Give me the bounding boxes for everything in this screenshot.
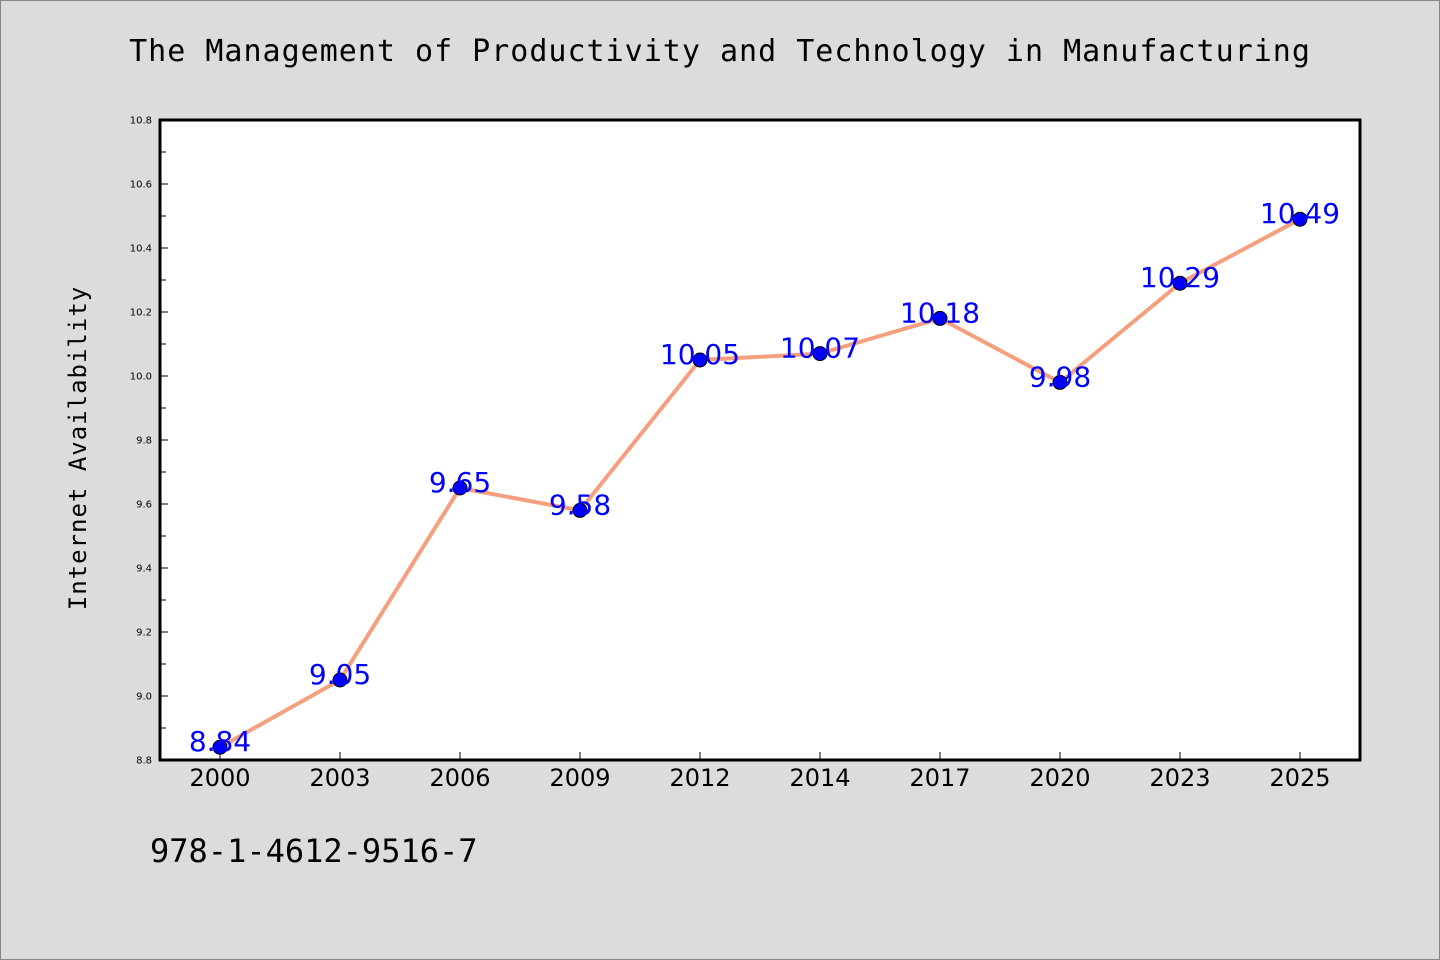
data-point: [332, 672, 348, 688]
x-tick-label: 2023: [1149, 764, 1210, 792]
y-tick-label: 9.8: [136, 436, 152, 447]
x-tick-label: 2014: [789, 764, 850, 792]
data-label: 10.07: [780, 332, 860, 365]
data-label: 8.84: [189, 725, 251, 758]
data-point: [932, 310, 948, 326]
y-tick-label: 9.4: [136, 564, 152, 575]
data-point: [572, 502, 588, 518]
x-tick-label: 2006: [429, 764, 490, 792]
data-label: 9.65: [429, 466, 491, 499]
x-tick-label: 2017: [909, 764, 970, 792]
data-label: 10.29: [1140, 261, 1220, 294]
y-tick-label: 9.2: [136, 628, 152, 639]
y-tick-label: 9.6: [136, 500, 152, 511]
y-tick-label: 8.8: [136, 756, 152, 767]
x-tick-label: 2012: [669, 764, 730, 792]
isbn-text: 978-1-4612-9516-7: [150, 832, 478, 870]
x-tick-label: 2025: [1269, 764, 1330, 792]
data-point: [692, 352, 708, 368]
y-tick-label: 9.0: [136, 692, 152, 703]
data-point: [452, 480, 468, 496]
data-label: 10.49: [1260, 197, 1340, 230]
data-labels: 8.84 9.05 9.65 9.58 10.05 10.07 10.18 9.98 10.29…: [189, 197, 1340, 758]
y-tick-label: 10.4: [130, 244, 152, 255]
x-axis: 2000 2003 2006 2009 2012 2014 2017 2020 2023 2025: [189, 752, 1331, 792]
x-tick-label: 2003: [309, 764, 370, 792]
plot-area: [158, 118, 1362, 762]
x-tick-label: 2000: [189, 764, 250, 792]
y-tick-label: 10.8: [130, 116, 152, 127]
data-label: 9.98: [1029, 360, 1091, 393]
series-line: [219, 217, 1301, 749]
y-tick-label: 10.0: [130, 372, 152, 383]
data-point: [1052, 374, 1068, 390]
y-tick-label: 10.2: [130, 308, 152, 319]
y-axis-label: Internet Availability: [64, 286, 92, 610]
x-tick-label: 2009: [549, 764, 610, 792]
data-point: [1172, 275, 1188, 291]
data-point: [1292, 211, 1308, 227]
data-label: 10.18: [900, 296, 980, 329]
data-points: [212, 211, 1308, 755]
data-label: 9.58: [549, 488, 611, 521]
data-point: [212, 739, 228, 755]
data-point: [812, 346, 828, 362]
data-label: 9.05: [309, 658, 371, 691]
y-axis: 8.8 9.0 9.2 9.4 9.6 9.8 10.0 10.2 10.4 10.6 10.8: [130, 116, 168, 767]
x-tick-label: 2020: [1029, 764, 1090, 792]
data-label: 10.05: [660, 338, 740, 371]
y-tick-label: 10.6: [130, 180, 152, 191]
chart-title: The Management of Productivity and Techn…: [129, 34, 1311, 69]
